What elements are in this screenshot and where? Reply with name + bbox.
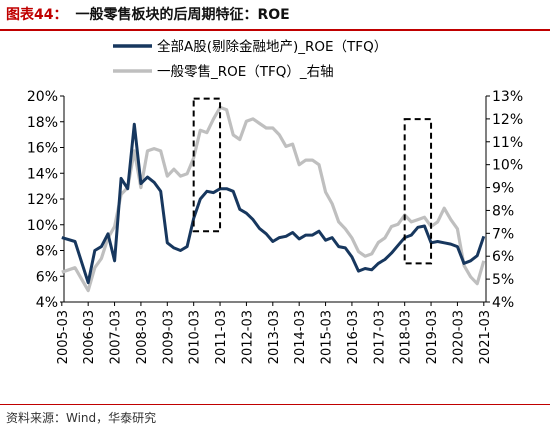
left-axis-tick-label: 8% bbox=[36, 244, 58, 260]
legend-entry: 一般零售_ROE（TFQ）_右轴 bbox=[157, 64, 334, 80]
x-axis-tick-label: 2020-03 bbox=[451, 310, 466, 364]
title-divider bbox=[0, 29, 550, 31]
right-axis-tick-label: 10% bbox=[492, 158, 523, 174]
left-axis-tick-label: 14% bbox=[27, 166, 58, 182]
x-axis-tick-label: 2011-03 bbox=[214, 310, 229, 364]
all-a-roe-series-line bbox=[61, 122, 486, 285]
x-axis-tick-label: 2007-03 bbox=[109, 310, 124, 364]
x-axis-tick-label: 2019-03 bbox=[425, 310, 440, 364]
x-axis-tick-label: 2015-03 bbox=[320, 310, 335, 364]
retail-roe-series-line bbox=[61, 105, 486, 293]
left-axis-tick-label: 4% bbox=[36, 295, 58, 311]
source-note: 资料来源：Wind，华泰研究 bbox=[6, 411, 157, 425]
x-axis-tick-label: 2009-03 bbox=[161, 310, 176, 364]
x-axis-tick-label: 2010-03 bbox=[188, 310, 203, 364]
roe-line-chart: 4% 6% 8% 10% 12% 14% 16% 18% 20% 4% 5% 6% 7% 8% 9% 10% 1… bbox=[27, 38, 523, 364]
right-axis-tick-label: 6% bbox=[492, 249, 514, 265]
x-axis-tick-label: 2016-03 bbox=[346, 310, 361, 364]
x-axis-tick-label: 2005-03 bbox=[56, 310, 71, 364]
right-axis-tick-label: 11% bbox=[492, 135, 523, 151]
x-axis-tick-label: 2018-03 bbox=[399, 310, 414, 364]
right-axis-tick-label: 8% bbox=[492, 203, 514, 219]
right-axis-tick-label: 12% bbox=[492, 112, 523, 128]
left-axis-tick-label: 6% bbox=[36, 269, 58, 285]
x-axis-tick-label: 2014-03 bbox=[293, 310, 308, 364]
x-axis-tick-label: 2013-03 bbox=[267, 310, 282, 364]
figure-label: 图表44： bbox=[6, 7, 68, 23]
right-axis-tick-label: 9% bbox=[492, 181, 514, 197]
left-axis-tick-label: 16% bbox=[27, 141, 58, 157]
legend-entry: 全部A股(剔除金融地产)_ROE（TFQ） bbox=[157, 38, 387, 55]
left-axis-tick-label: 10% bbox=[27, 218, 58, 234]
left-axis-tick-label: 12% bbox=[27, 192, 58, 208]
x-axis-tick-label: 2006-03 bbox=[82, 310, 97, 364]
x-axis-tick-label: 2021-03 bbox=[478, 310, 493, 364]
footer-divider bbox=[0, 404, 550, 405]
left-axis-tick-label: 18% bbox=[27, 115, 58, 131]
dashed-highlight-box bbox=[403, 118, 433, 265]
right-axis-tick-label: 13% bbox=[492, 89, 523, 105]
figure-title: 图表44： 一般零售板块的后周期特征：ROE bbox=[6, 4, 290, 24]
dashed-highlight-box bbox=[192, 97, 222, 233]
right-axis-tick-label: 4% bbox=[492, 295, 514, 311]
right-axis-tick-label: 5% bbox=[492, 272, 514, 288]
left-axis-tick-label: 20% bbox=[27, 89, 58, 105]
right-axis-tick-label: 7% bbox=[492, 226, 514, 242]
x-axis-tick-label: 2008-03 bbox=[135, 310, 150, 364]
x-axis-tick-label: 2017-03 bbox=[372, 310, 387, 364]
figure-title-text: 一般零售板块的后周期特征：ROE bbox=[75, 7, 290, 23]
x-axis-tick-label: 2012-03 bbox=[240, 310, 255, 364]
